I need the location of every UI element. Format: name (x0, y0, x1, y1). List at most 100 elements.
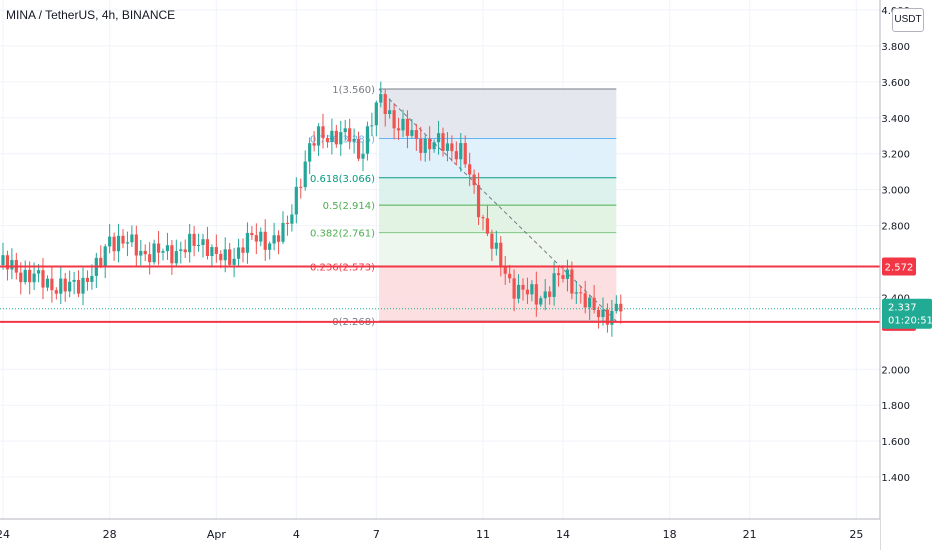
candle-body (223, 249, 227, 261)
candle-body (294, 186, 298, 215)
y-tick-label: 3.000 (881, 186, 910, 197)
candle-body (188, 233, 192, 253)
candle-body (236, 247, 241, 259)
candle-body (245, 232, 250, 253)
candle-body (125, 242, 130, 244)
candle-body (170, 245, 174, 264)
candle-body (463, 143, 467, 165)
candle-body (99, 257, 103, 266)
candle-body (379, 94, 383, 103)
candle-body (401, 118, 405, 131)
candle-body (41, 270, 45, 288)
y-tick-label: 3.600 (881, 78, 910, 89)
candle-body (316, 126, 321, 146)
candle-body (81, 277, 85, 294)
candle-body (276, 235, 281, 242)
candle-body (219, 253, 223, 261)
candle-body (103, 246, 107, 266)
fib-zone (379, 138, 617, 178)
quote-unit-button[interactable]: USDT (892, 8, 924, 32)
fib-zone (379, 89, 617, 139)
x-tick-label: 21 (743, 528, 757, 541)
candle-body (490, 233, 494, 249)
candle-body (588, 297, 592, 308)
fib-level-label: 0.236(2.573) (310, 262, 375, 273)
y-tick-label: 3.800 (881, 42, 910, 53)
candle-body (303, 161, 307, 188)
y-tick-label: 1.600 (881, 437, 910, 448)
candle-body (512, 278, 516, 299)
candle-body (112, 236, 116, 252)
x-tick-label: 11 (476, 528, 490, 541)
candle-body (574, 292, 578, 294)
candle-body (339, 132, 343, 145)
x-tick-label: 25 (849, 528, 863, 541)
candle-body (405, 118, 410, 136)
candle-body (521, 284, 525, 290)
candle-body (76, 279, 81, 294)
candle-body (72, 279, 76, 282)
candle-body (254, 235, 258, 242)
last-price-tag[interactable] (882, 298, 932, 329)
last-price-text: 2.337 (888, 303, 917, 314)
candle-body (361, 153, 365, 159)
candle-body (370, 125, 374, 127)
candle-body (450, 143, 454, 152)
y-tick-label: 1.800 (881, 401, 910, 412)
candle-body (205, 239, 210, 256)
candle-body (561, 275, 565, 279)
candle-body (414, 130, 418, 139)
candle-body (268, 243, 272, 250)
candle-body (348, 128, 352, 142)
candle-body (499, 242, 503, 267)
candle-body (383, 94, 387, 114)
x-tick-label: 7 (373, 528, 380, 541)
candle-body (281, 222, 285, 242)
candle-body (610, 310, 614, 325)
fib-zone (379, 177, 617, 206)
fib-zone (379, 232, 617, 267)
candle-body (419, 138, 423, 153)
candle-body (165, 245, 170, 252)
x-tick-label: 18 (663, 528, 677, 541)
fib-level-label: 1(3.560) (332, 85, 375, 96)
candle-body (619, 303, 623, 312)
candle-body (134, 234, 138, 256)
candle-body (263, 231, 267, 250)
candle-body (250, 232, 254, 236)
candle-body (1, 255, 5, 266)
x-tick-label: 28 (103, 528, 117, 541)
candle-body (143, 250, 147, 255)
candle-body (179, 249, 183, 252)
candle-body (543, 291, 547, 299)
candle-body (423, 138, 427, 153)
candle-body (525, 289, 530, 295)
candle-body (174, 251, 178, 264)
candle-body (539, 298, 543, 305)
price-tag-level[interactable] (882, 257, 916, 276)
candle-body (614, 303, 618, 311)
candle-body (410, 130, 414, 136)
candle-body (63, 278, 67, 292)
candle-body (121, 235, 125, 244)
candle-body (54, 290, 58, 294)
time-axis[interactable] (0, 519, 880, 550)
candle-body (232, 258, 236, 265)
candle-body (285, 222, 290, 224)
candle-body (436, 133, 441, 143)
candle-body (494, 242, 498, 249)
candle-body (196, 245, 201, 247)
candle-body (330, 130, 334, 142)
candle-body (570, 269, 574, 294)
price-tag-level-text: 2.572 (885, 263, 914, 274)
candle-body (445, 143, 450, 151)
candle-body (85, 277, 90, 282)
candle-body (334, 130, 338, 145)
candle-body (152, 243, 156, 263)
x-tick-label: 14 (556, 528, 570, 541)
x-tick-label: 4 (293, 528, 300, 541)
candle-body (116, 235, 121, 252)
candle-body (10, 259, 14, 270)
fib-level-label: 0.5(2.914) (323, 201, 375, 212)
